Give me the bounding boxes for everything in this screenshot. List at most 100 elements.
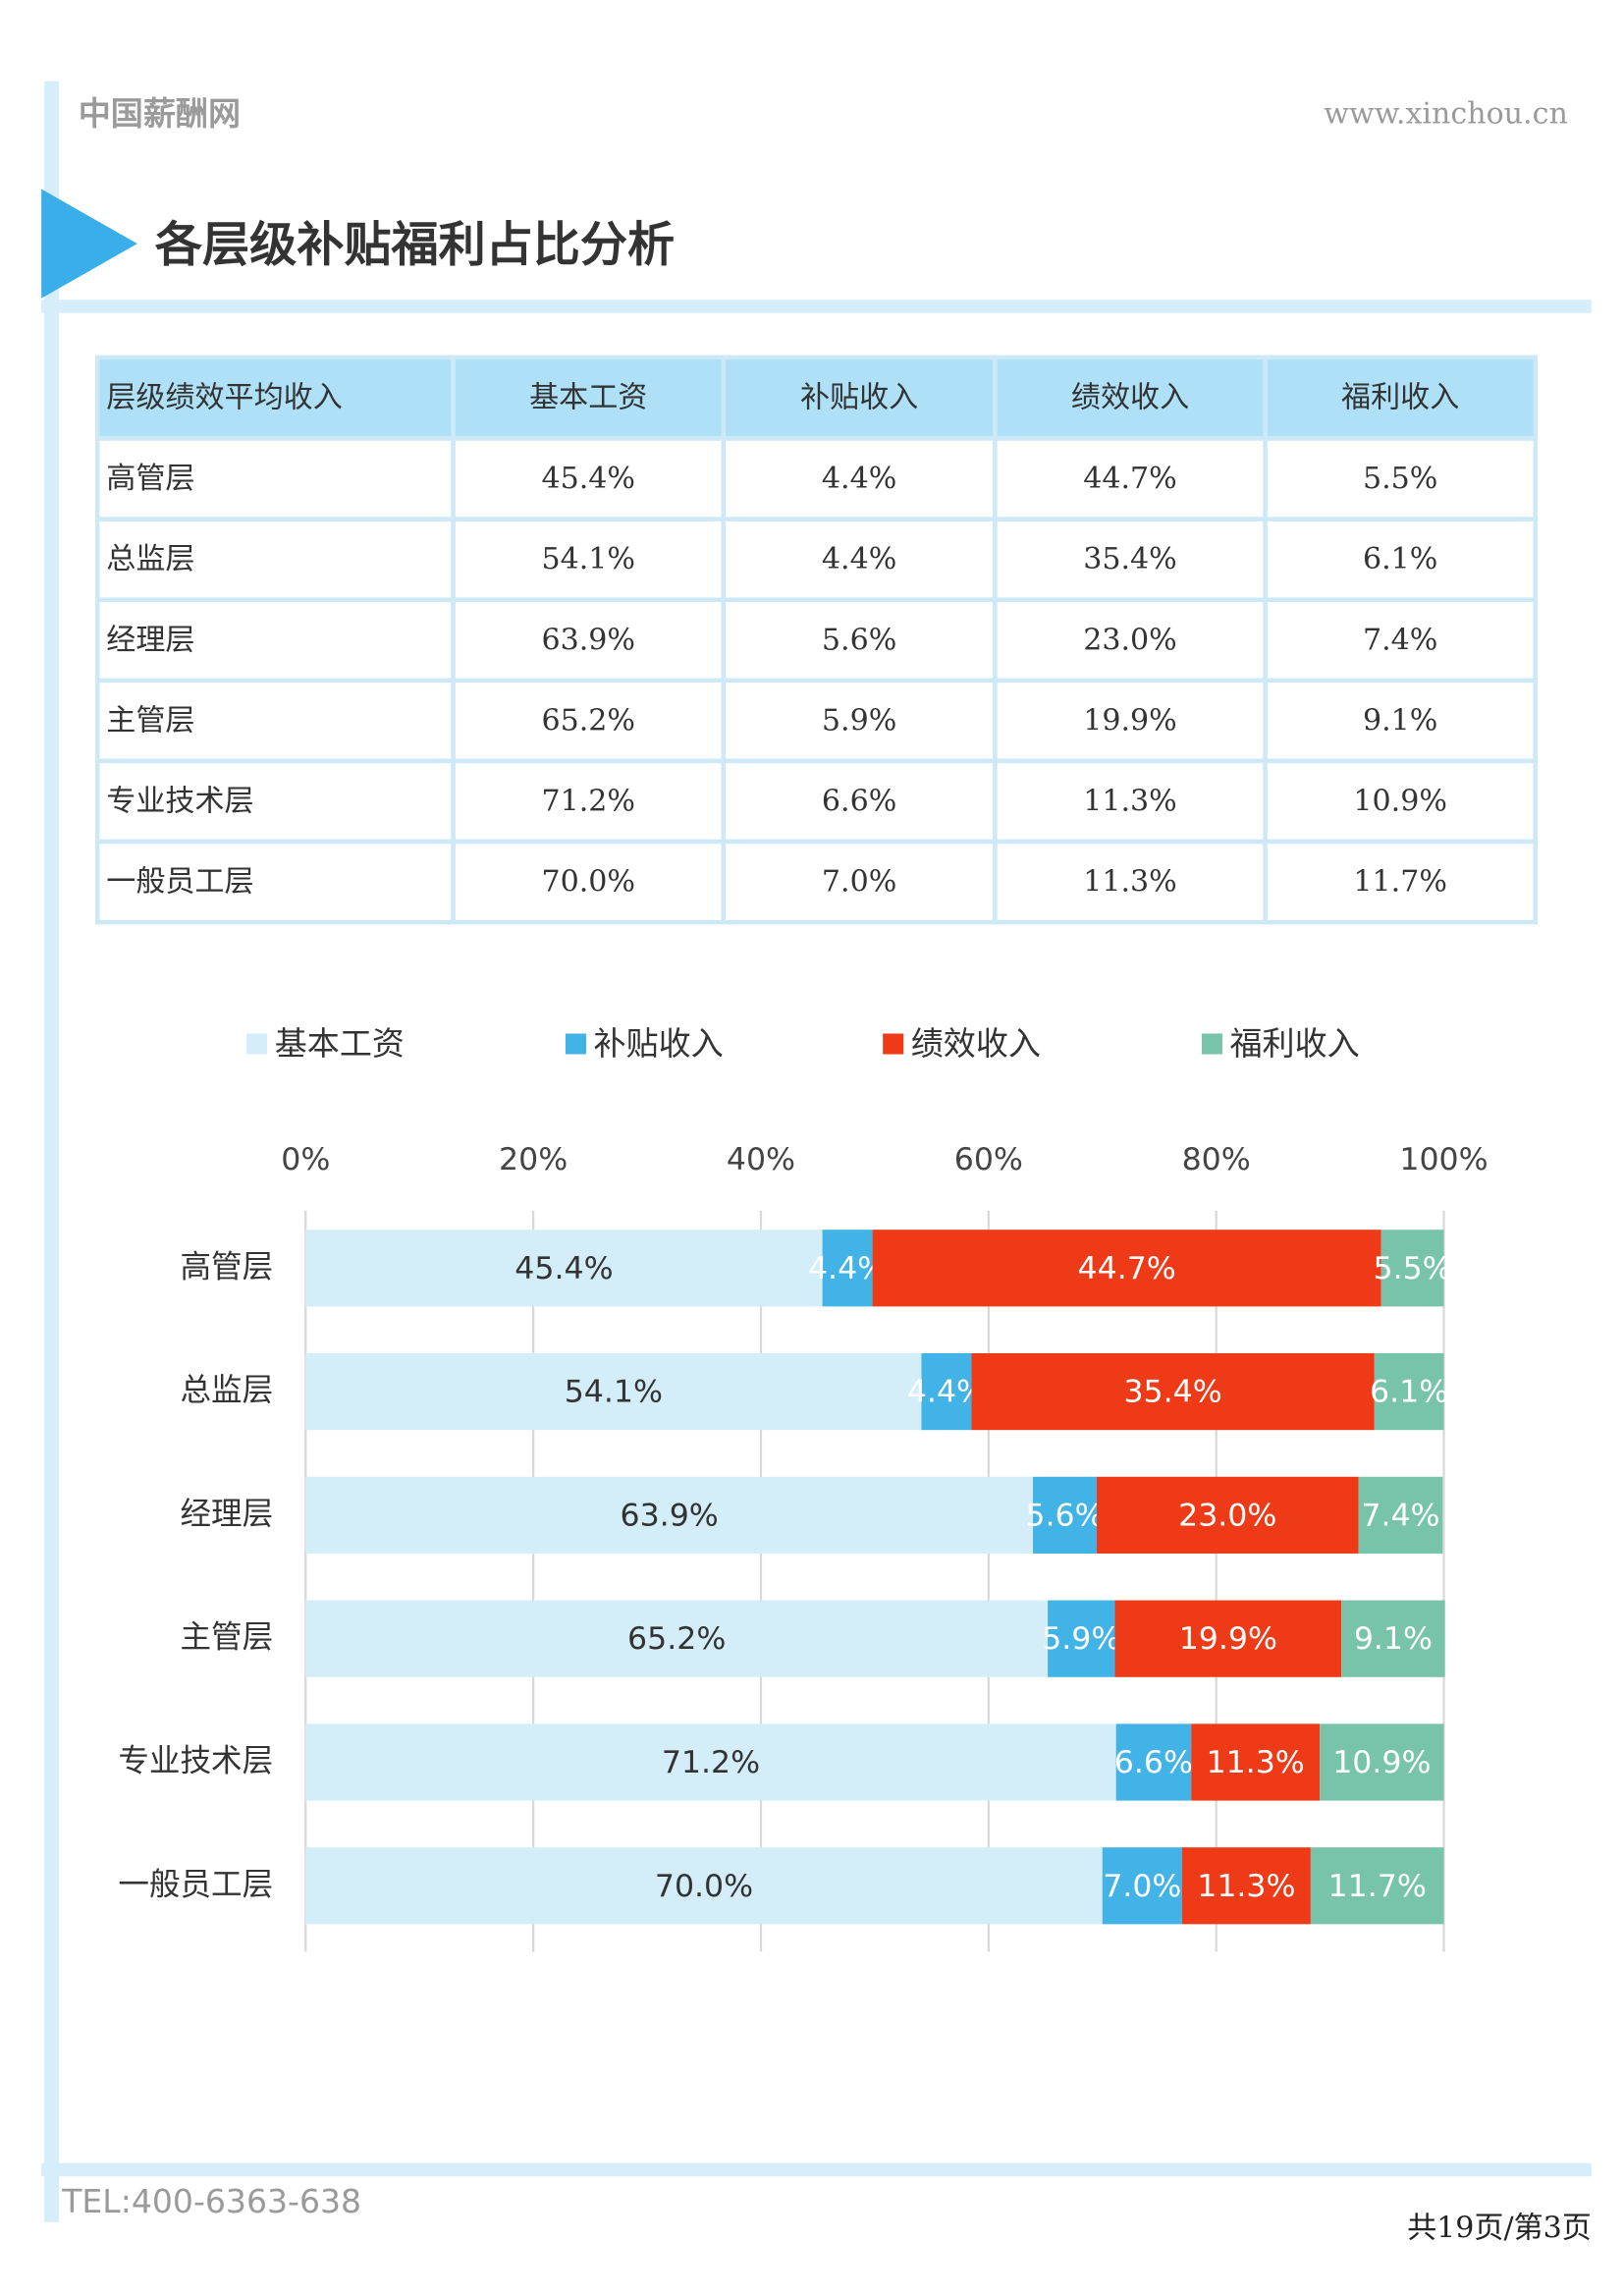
table-cell — [993, 839, 1268, 925]
cell-text: 主管层 — [106, 703, 194, 738]
table-cell — [993, 597, 1268, 683]
cell-text: 65.2% — [541, 703, 635, 738]
bar-segment — [1380, 1230, 1444, 1307]
bar-segment — [305, 1847, 1103, 1925]
side-bar — [44, 81, 60, 2222]
cell-text: 6.1% — [1363, 542, 1437, 576]
bar-segment — [1096, 1476, 1359, 1554]
cell-text: 高管层 — [106, 462, 194, 496]
cell-text: 10.9% — [1353, 784, 1447, 818]
data-label: 5.6% — [1025, 1498, 1104, 1533]
cell-text: 35.4% — [1083, 542, 1177, 576]
bar-segment — [305, 1723, 1116, 1801]
table-cell — [95, 678, 456, 764]
cell-text: 6.6% — [822, 784, 896, 818]
table-cell — [721, 436, 998, 521]
bar-segment — [1374, 1352, 1444, 1431]
table-cell — [95, 436, 456, 521]
cell-text: 专业技术层 — [106, 784, 253, 818]
bar-segment — [305, 1230, 823, 1307]
site-name: 中国薪酬网 — [79, 94, 241, 133]
y-tick-label: 主管层 — [181, 1620, 274, 1656]
data-label: 54.1% — [565, 1375, 663, 1410]
cell-text: 5.6% — [822, 623, 896, 657]
bar-segment — [971, 1352, 1375, 1431]
data-label: 7.4% — [1361, 1498, 1439, 1533]
cell-text: 总监层 — [106, 542, 194, 576]
cell-text: 经理层 — [106, 623, 194, 657]
header-text: 福利收入 — [1341, 381, 1459, 415]
data-label: 45.4% — [514, 1251, 613, 1286]
data-label: 6.6% — [1114, 1745, 1193, 1780]
table-cell — [1263, 758, 1538, 845]
legend-label: 福利收入 — [1230, 1024, 1360, 1063]
cell-text: 45.4% — [541, 462, 635, 496]
cell-text: 11.3% — [1083, 865, 1177, 900]
data-label: 63.9% — [621, 1498, 719, 1533]
chart: 基本工资 补贴收入 绩效收入 福利收入 0% 20% 40% 60% 80% 100% 高管层 45.… — [118, 1024, 1489, 1952]
legend-swatch — [883, 1033, 904, 1055]
cell-text: 7.0% — [822, 865, 896, 900]
data-label: 11.3% — [1197, 1869, 1295, 1904]
cell-text: 23.0% — [1083, 623, 1177, 657]
data-label: 7.0% — [1103, 1869, 1181, 1904]
table-cell — [451, 758, 727, 845]
cell-text: 5.9% — [822, 703, 896, 738]
legend-swatch — [1201, 1033, 1222, 1055]
cell-text: 一般员工层 — [106, 865, 253, 900]
data-label: 35.4% — [1123, 1375, 1221, 1410]
header-cell — [95, 355, 456, 441]
cell-text: 71.2% — [541, 784, 635, 818]
footer-page: 共19页/第3页 — [1407, 2211, 1592, 2245]
table-cell — [1263, 597, 1538, 683]
cell-text: 44.7% — [1083, 462, 1177, 496]
table-cell — [95, 839, 456, 925]
data-label: 70.0% — [655, 1869, 753, 1904]
cell-text: 7.4% — [1363, 623, 1437, 657]
header-text: 基本工资 — [529, 381, 647, 415]
header-text: 层级绩效平均收入 — [106, 381, 343, 415]
bar-segment — [1102, 1847, 1182, 1925]
bar-segment — [1191, 1723, 1321, 1801]
header-text: 补贴收入 — [800, 381, 918, 415]
y-tick-label: 一般员工层 — [118, 1867, 273, 1902]
data-label: 23.0% — [1178, 1498, 1276, 1533]
site-url: www.xinchou.cn — [1324, 96, 1568, 131]
bar-segment — [921, 1352, 972, 1431]
bar-segment — [1115, 1723, 1192, 1801]
header-text: 绩效收入 — [1071, 381, 1189, 415]
title-arrow — [41, 189, 137, 299]
bar-segment — [305, 1476, 1034, 1554]
cell-text: 11.7% — [1353, 865, 1447, 900]
bar-segment — [1320, 1723, 1444, 1801]
bar-segment — [822, 1230, 873, 1307]
cell-text: 63.9% — [541, 623, 635, 657]
bar-segment — [1033, 1476, 1097, 1554]
table-cell — [721, 678, 998, 764]
y-tick-label: 专业技术层 — [118, 1743, 273, 1778]
x-tick-label: 60% — [954, 1142, 1023, 1177]
x-tick-label: 80% — [1182, 1142, 1251, 1177]
cell-text: 5.5% — [1363, 462, 1437, 496]
legend-label: 绩效收入 — [911, 1024, 1041, 1063]
cell-text: 19.9% — [1083, 703, 1177, 738]
data-label: 11.7% — [1328, 1869, 1427, 1904]
table-cell — [451, 597, 727, 683]
cell-text: 4.4% — [822, 542, 896, 576]
legend-label: 补贴收入 — [593, 1024, 723, 1063]
legend-swatch — [565, 1033, 586, 1055]
cell-text: 11.3% — [1083, 784, 1177, 818]
bar-segment — [1358, 1476, 1443, 1554]
cell-text: 9.1% — [1363, 703, 1437, 738]
bar-segment — [1341, 1600, 1445, 1677]
table-cell — [95, 597, 456, 683]
table-cell — [1263, 839, 1538, 925]
table-cell — [993, 517, 1268, 602]
page-title: 各层级补贴福利占比分析 — [155, 218, 675, 273]
data-label: 19.9% — [1179, 1621, 1277, 1657]
bar-segment — [305, 1600, 1049, 1677]
bar-segment — [872, 1230, 1381, 1307]
y-tick-label: 总监层 — [181, 1373, 274, 1408]
